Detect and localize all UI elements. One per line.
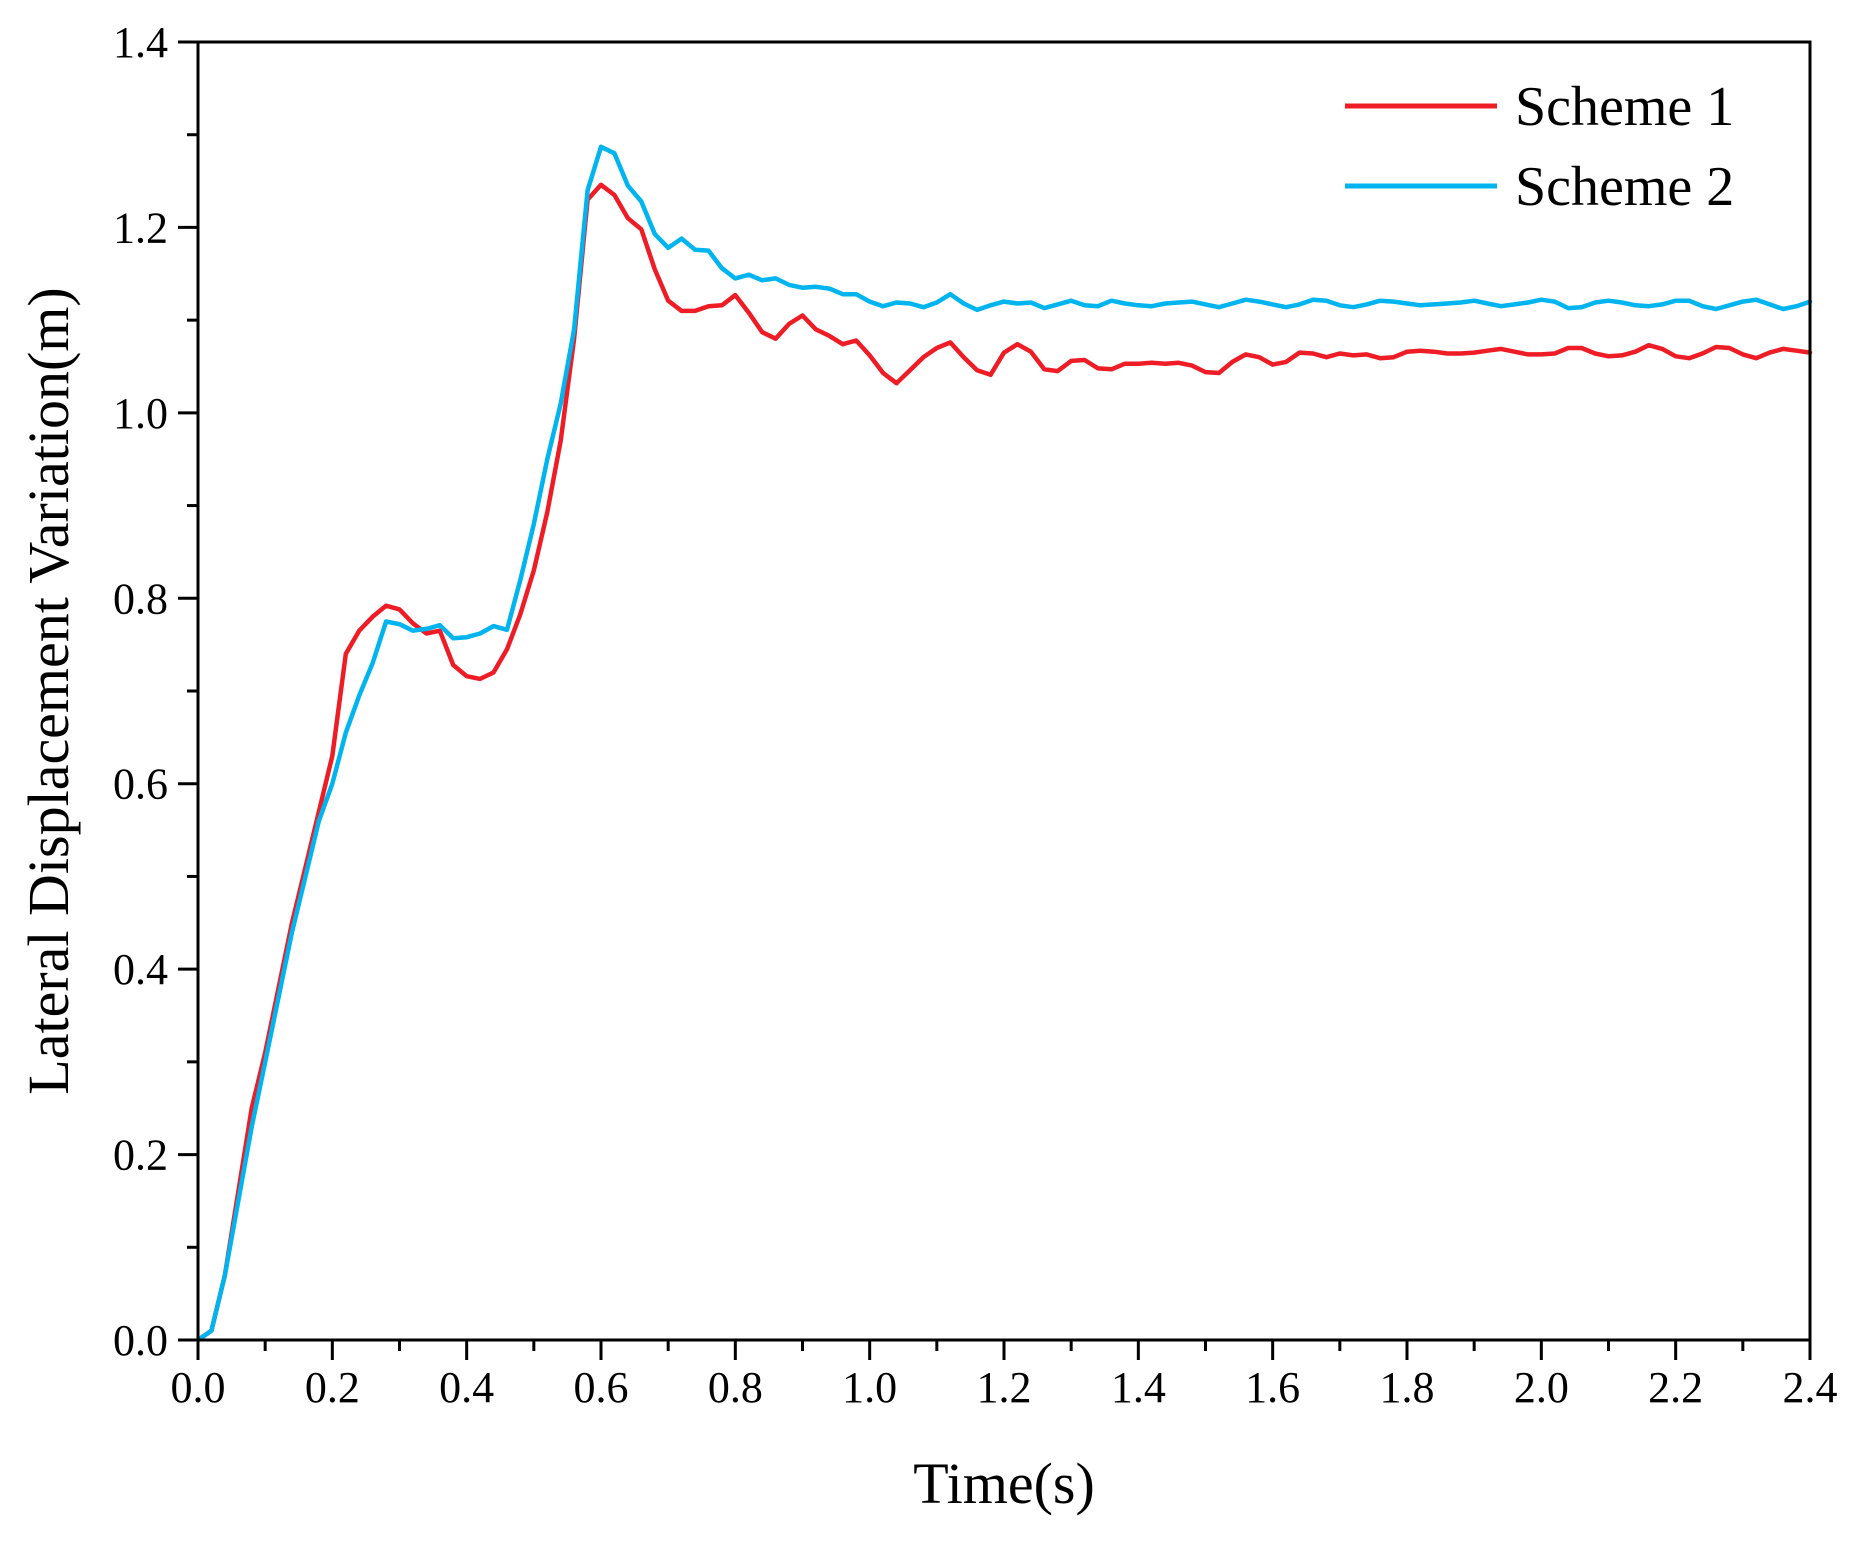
legend-label: Scheme 2 <box>1515 156 1734 218</box>
x-tick-label: 2.2 <box>1648 1363 1703 1412</box>
series-line-scheme-1 <box>195 182 1813 1343</box>
x-tick-label: 2.0 <box>1514 1363 1569 1412</box>
x-tick-label: 0.4 <box>439 1363 494 1412</box>
y-axis: 0.0 0.2 0.4 0.6 0.8 1.0 1.2 1.4 <box>113 18 198 1365</box>
plot-area <box>195 40 1813 1343</box>
y-tick-label: 1.0 <box>113 389 168 438</box>
x-tick-label: 0.8 <box>708 1363 763 1412</box>
y-tick-label: 0.6 <box>113 760 168 809</box>
x-tick-label: 1.2 <box>977 1363 1032 1412</box>
x-tick-label: 1.8 <box>1380 1363 1435 1412</box>
series-layer <box>195 144 1813 1343</box>
x-axis-title: Time(s) <box>913 1451 1095 1516</box>
x-tick-label: 1.4 <box>1111 1363 1166 1412</box>
y-tick-label: 0.2 <box>113 1131 168 1180</box>
y-tick-label: 0.0 <box>113 1316 168 1365</box>
y-axis-title: Lateral Displacement Variation(m) <box>16 287 81 1094</box>
legend-label: Scheme 1 <box>1515 76 1734 138</box>
series-line-scheme-2 <box>195 144 1813 1343</box>
legend: Scheme 1 Scheme 2 <box>1345 76 1734 218</box>
x-tick-label: 2.4 <box>1783 1363 1838 1412</box>
x-tick-label: 0.6 <box>574 1363 629 1412</box>
y-tick-label: 0.8 <box>113 574 168 623</box>
y-tick-label: 1.2 <box>113 203 168 252</box>
y-tick-label: 0.4 <box>113 945 168 994</box>
x-tick-label: 0.0 <box>171 1363 226 1412</box>
y-tick-label: 1.4 <box>113 18 168 67</box>
x-tick-label: 1.0 <box>842 1363 897 1412</box>
plot-frame <box>196 40 1812 1342</box>
x-axis: 0.0 0.2 0.4 0.6 0.8 1.0 1.2 1.4 1.6 1.8 2.0 2.2 2.4 <box>171 1340 1838 1412</box>
x-tick-label: 0.2 <box>305 1363 360 1412</box>
x-tick-label: 1.6 <box>1245 1363 1300 1412</box>
